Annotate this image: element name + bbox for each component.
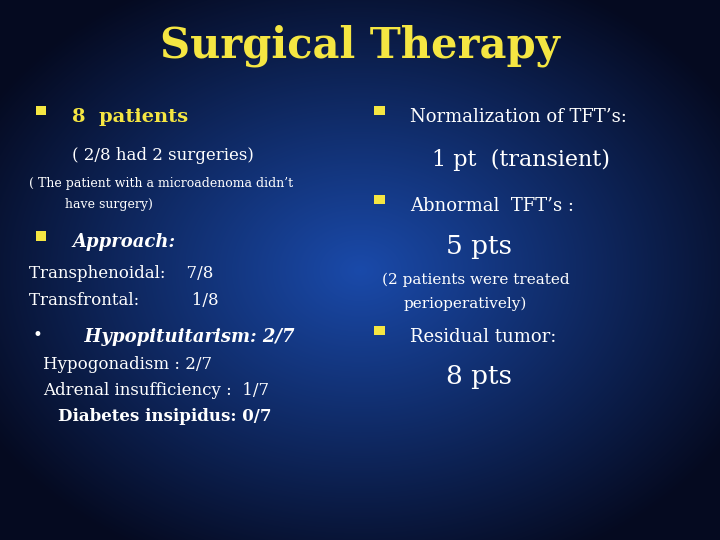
Text: Approach:: Approach: <box>72 233 175 251</box>
Text: Hypogonadism : 2/7: Hypogonadism : 2/7 <box>43 356 212 373</box>
Text: Residual tumor:: Residual tumor: <box>410 328 557 346</box>
Text: ( The patient with a microadenoma didn’t: ( The patient with a microadenoma didn’t <box>29 177 293 190</box>
Text: Abnormal  TFT’s :: Abnormal TFT’s : <box>410 197 575 215</box>
Text: Normalization of TFT’s:: Normalization of TFT’s: <box>410 108 627 126</box>
Text: Diabetes insipidus: 0/7: Diabetes insipidus: 0/7 <box>58 408 271 425</box>
Text: 8 pts: 8 pts <box>446 364 513 389</box>
Text: 8  patients: 8 patients <box>72 108 188 126</box>
Text: •: • <box>32 326 42 343</box>
Text: ( 2/8 had 2 surgeries): ( 2/8 had 2 surgeries) <box>72 147 254 164</box>
FancyBboxPatch shape <box>374 106 384 115</box>
Text: Adrenal insufficiency :  1/7: Adrenal insufficiency : 1/7 <box>43 382 269 399</box>
Text: (2 patients were treated: (2 patients were treated <box>382 273 570 287</box>
Text: Transfrontal:          1/8: Transfrontal: 1/8 <box>29 292 218 308</box>
Text: have surgery): have surgery) <box>65 198 153 211</box>
Text: Hypopituitarism: 2/7: Hypopituitarism: 2/7 <box>72 328 294 346</box>
Text: Transphenoidal:    7/8: Transphenoidal: 7/8 <box>29 265 213 281</box>
FancyBboxPatch shape <box>374 326 384 335</box>
Text: 1 pt  (transient): 1 pt (transient) <box>432 148 610 171</box>
FancyBboxPatch shape <box>36 106 46 115</box>
Text: 5 pts: 5 pts <box>446 234 513 259</box>
FancyBboxPatch shape <box>374 195 384 204</box>
Text: Surgical Therapy: Surgical Therapy <box>160 24 560 67</box>
Text: perioperatively): perioperatively) <box>403 296 526 311</box>
FancyBboxPatch shape <box>36 232 46 240</box>
